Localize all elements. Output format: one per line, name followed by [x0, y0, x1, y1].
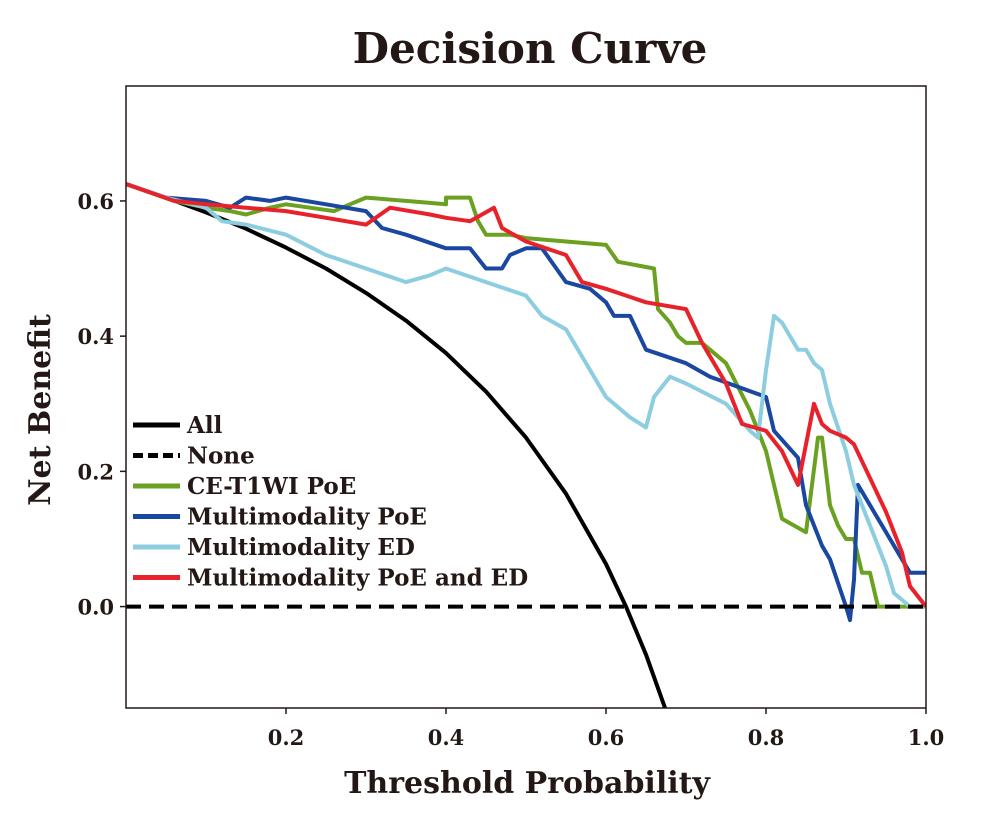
- legend-item-ce-t1wi-poe: CE-T1WI PoE: [133, 473, 356, 500]
- legend-item-multimodality-poe-and-ed: Multimodality PoE and ED: [133, 565, 528, 592]
- series-layer: [126, 182, 926, 708]
- x-tick-label: 0.4: [428, 725, 465, 750]
- legend-item-multimodality-poe: Multimodality PoE: [133, 504, 427, 531]
- y-tick-label: 0.6: [77, 189, 114, 214]
- x-tick-label: 0.8: [748, 725, 785, 750]
- legend-label: Multimodality ED: [187, 534, 415, 561]
- legend: All None CE-T1WI PoE Multimodality PoE Multi…: [133, 412, 528, 592]
- legend-item-none: None: [133, 443, 255, 470]
- x-tick-label: 0.6: [588, 725, 625, 750]
- y-tick-label: 0.2: [77, 459, 114, 484]
- legend-label: None: [187, 443, 255, 470]
- legend-label: All: [186, 412, 223, 439]
- series-line-multimodality-poe-and-ed: [126, 182, 926, 608]
- legend-item-all: All: [133, 412, 223, 439]
- axes-layer: 0.2 0.4 0.6 0.8 1.0 0.0 0.2 0.4 0.6: [77, 85, 945, 750]
- series-line-multimodality-ed: [126, 182, 926, 609]
- x-axis-label: Threshold Probability: [344, 766, 711, 801]
- legend-label: CE-T1WI PoE: [187, 473, 356, 500]
- y-tick-label: 0.4: [77, 324, 114, 349]
- plot-frame: [125, 85, 927, 709]
- chart-title: Decision Curve: [353, 24, 708, 73]
- series-line-ce-t1wi-poe: [126, 182, 926, 609]
- legend-label: Multimodality PoE and ED: [187, 565, 528, 592]
- legend-item-multimodality-ed: Multimodality ED: [133, 534, 415, 561]
- y-axis-label: Net Benefit: [23, 314, 58, 506]
- x-tick-label: 1.0: [908, 725, 945, 750]
- series-line-multimodality-poe: [126, 182, 926, 623]
- x-tick-label: 0.2: [268, 725, 305, 750]
- y-tick-label: 0.0: [77, 595, 114, 620]
- legend-label: Multimodality PoE: [187, 504, 427, 531]
